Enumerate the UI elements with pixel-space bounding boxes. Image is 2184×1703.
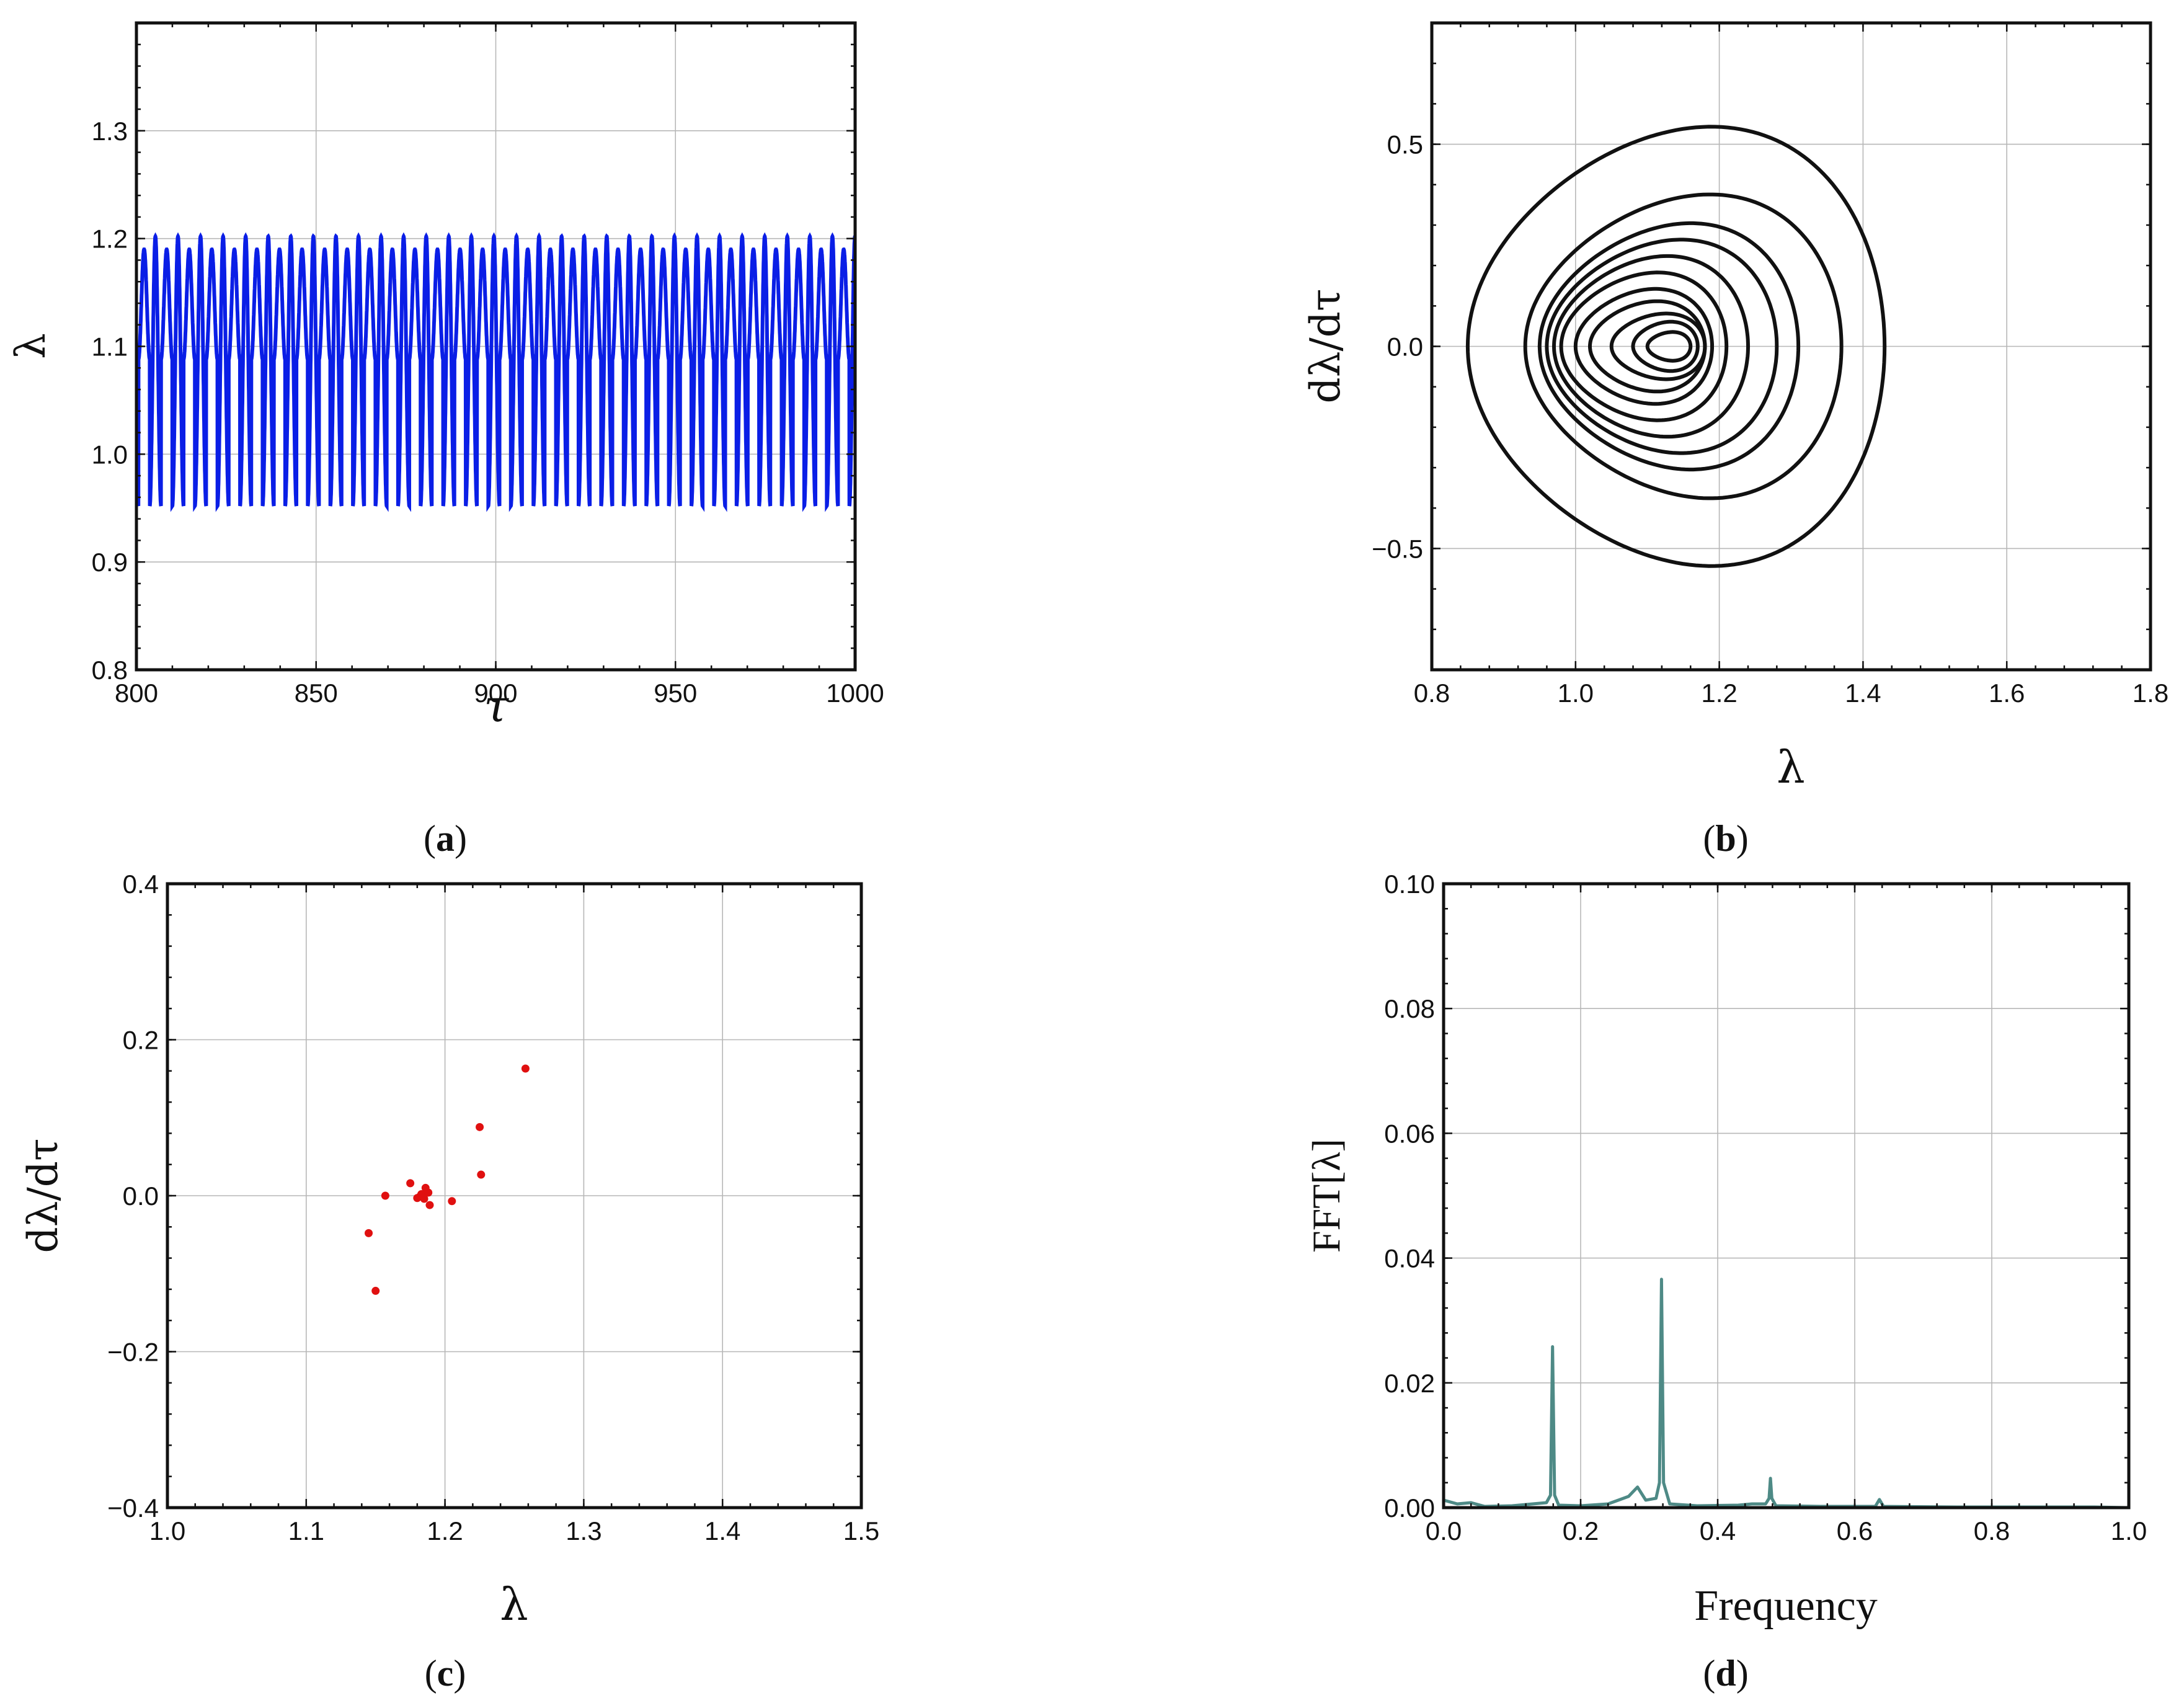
panel-c-data bbox=[365, 1064, 530, 1295]
phase-orbit bbox=[1645, 330, 1693, 363]
panel-d-frame bbox=[1442, 882, 2131, 1510]
poincare-point bbox=[448, 1197, 456, 1206]
panel-a-ticks: 800 850 900 950 1000 0.8 0.9 1.0 1.1 1.2 1.3 bbox=[92, 22, 884, 708]
phase-orbit bbox=[1465, 125, 1887, 568]
panel-b-ylabel: dλ/dτ bbox=[1302, 288, 1349, 403]
x-tick-label: 1.4 bbox=[1845, 678, 1881, 708]
panel-a: 800 850 900 950 1000 0.8 0.9 1.0 1.1 1.2 1.3 τ λ (… bbox=[7, 21, 884, 859]
x-tick-label: 0.8 bbox=[1414, 678, 1450, 708]
poincare-point bbox=[424, 1188, 433, 1197]
x-tick-label: 1.8 bbox=[2133, 678, 2168, 708]
panel-b-data bbox=[1465, 125, 1887, 568]
panel-c-ylabel: dλ/dτ bbox=[19, 1138, 67, 1253]
x-tick-label: 1.0 bbox=[2111, 1516, 2147, 1545]
x-tick-label: 1.3 bbox=[566, 1516, 601, 1545]
phase-orbit bbox=[1551, 254, 1751, 439]
panel-c-xlabel: λ bbox=[500, 1578, 528, 1630]
x-tick-label: 1.2 bbox=[427, 1516, 463, 1545]
y-tick-label: −0.5 bbox=[1372, 534, 1423, 563]
x-tick-label: 0.2 bbox=[1563, 1516, 1599, 1545]
poincare-point bbox=[371, 1286, 380, 1295]
poincare-point bbox=[476, 1123, 484, 1131]
x-tick-label: 850 bbox=[295, 678, 338, 708]
x-tick-label: 1.0 bbox=[1558, 678, 1594, 708]
x-tick-label: 1.5 bbox=[843, 1516, 879, 1545]
phase-orbit bbox=[1523, 192, 1844, 500]
y-tick-label: −0.2 bbox=[107, 1338, 159, 1367]
y-tick-label: 0.00 bbox=[1384, 1493, 1435, 1523]
panel-b-ticks: 0.8 1.0 1.2 1.4 1.6 1.8 −0.5 0.0 0.5 bbox=[1372, 22, 2168, 708]
x-tick-label: 1.6 bbox=[1989, 678, 2025, 708]
y-tick-label: 0.02 bbox=[1384, 1369, 1435, 1398]
phase-orbit bbox=[1573, 287, 1714, 406]
y-tick-label: 0.08 bbox=[1384, 994, 1435, 1023]
y-tick-label: −0.4 bbox=[107, 1493, 159, 1523]
panel-a-caption: (a) bbox=[424, 818, 467, 859]
x-tick-label: 0.8 bbox=[1974, 1516, 2010, 1545]
phase-orbit bbox=[1537, 221, 1801, 472]
panel-c-caption: (c) bbox=[425, 1653, 466, 1694]
panel-b: 0.8 1.0 1.2 1.4 1.6 1.8 −0.5 0.0 0.5 λ dλ/dτ (b) bbox=[1302, 21, 2168, 859]
panel-d-caption: (d) bbox=[1703, 1653, 1748, 1694]
poincare-point bbox=[381, 1191, 389, 1200]
lambda-timeseries bbox=[136, 232, 855, 512]
x-tick-label: 900 bbox=[474, 678, 517, 708]
poincare-point bbox=[425, 1201, 434, 1209]
y-tick-label: 1.3 bbox=[92, 117, 128, 146]
panel-d-caption-letter: d bbox=[1715, 1653, 1736, 1694]
y-tick-label: 0.10 bbox=[1384, 869, 1435, 899]
panel-a-caption-letter: a bbox=[436, 818, 455, 859]
panel-c-caption-letter: c bbox=[437, 1653, 454, 1694]
panel-d-ticks: 0.0 0.2 0.4 0.6 0.8 1.0 0.00 0.02 0.04 0.06 0.08 0.… bbox=[1384, 869, 2147, 1545]
phase-orbit bbox=[1631, 319, 1700, 373]
panel-d: 0.0 0.2 0.4 0.6 0.8 1.0 0.00 0.02 0.04 0.06 0.08 0.… bbox=[1304, 869, 2147, 1694]
phase-orbit bbox=[1545, 238, 1779, 455]
x-tick-label: 950 bbox=[654, 678, 697, 708]
panel-d-ylabel: FFT[λ] bbox=[1304, 1139, 1348, 1253]
poincare-point bbox=[521, 1064, 530, 1073]
x-tick-label: 800 bbox=[115, 678, 158, 708]
phase-orbit bbox=[1559, 270, 1729, 422]
panel-c: 1.0 1.1 1.2 1.3 1.4 1.5 −0.4 −0.2 0.0 0.2 0.4 λ dλ… bbox=[19, 869, 879, 1694]
y-tick-label: 0.2 bbox=[123, 1026, 159, 1055]
poincare-point bbox=[477, 1170, 486, 1179]
y-tick-label: 0.8 bbox=[92, 656, 128, 685]
x-tick-label: 1.2 bbox=[1701, 678, 1737, 708]
panel-b-caption-letter: b bbox=[1715, 818, 1736, 859]
panel-a-ylabel: λ bbox=[7, 333, 55, 359]
y-tick-label: 0.04 bbox=[1384, 1244, 1435, 1273]
panel-d-grid bbox=[1444, 884, 2129, 1508]
y-tick-label: 0.4 bbox=[123, 869, 159, 899]
panel-b-xlabel: λ bbox=[1777, 741, 1805, 793]
y-tick-label: 1.1 bbox=[92, 332, 128, 362]
y-tick-label: 0.0 bbox=[1387, 332, 1423, 362]
panel-c-grid bbox=[167, 884, 861, 1508]
panel-d-xlabel: Frequency bbox=[1694, 1582, 1877, 1630]
poincare-point bbox=[406, 1179, 415, 1188]
x-tick-label: 1.0 bbox=[149, 1516, 185, 1545]
x-tick-label: 1000 bbox=[826, 678, 884, 708]
panel-b-grid bbox=[1432, 23, 2151, 670]
fft-spectrum-line bbox=[1444, 1278, 2129, 1508]
y-tick-label: 0.9 bbox=[92, 548, 128, 577]
poincare-point bbox=[365, 1229, 373, 1237]
x-tick-label: 0.6 bbox=[1837, 1516, 1873, 1545]
y-tick-label: 0.06 bbox=[1384, 1119, 1435, 1148]
panel-a-xlabel: τ bbox=[484, 680, 509, 732]
x-tick-label: 0.0 bbox=[1426, 1516, 1462, 1545]
panel-d-data bbox=[1444, 1278, 2129, 1508]
x-tick-label: 0.4 bbox=[1700, 1516, 1736, 1545]
y-tick-label: 0.0 bbox=[123, 1181, 159, 1211]
panel-c-ticks: 1.0 1.1 1.2 1.3 1.4 1.5 −0.4 −0.2 0.0 0.2 0.4 bbox=[107, 869, 879, 1545]
panel-a-data bbox=[136, 232, 855, 512]
y-tick-label: 1.2 bbox=[92, 225, 128, 254]
y-tick-label: 1.0 bbox=[92, 440, 128, 469]
phase-orbit bbox=[1609, 311, 1707, 381]
x-tick-label: 1.1 bbox=[288, 1516, 324, 1545]
y-tick-label: 0.5 bbox=[1387, 130, 1423, 159]
poincare-point bbox=[415, 1192, 424, 1201]
panel-b-caption: (b) bbox=[1703, 818, 1748, 859]
x-tick-label: 1.4 bbox=[704, 1516, 740, 1545]
